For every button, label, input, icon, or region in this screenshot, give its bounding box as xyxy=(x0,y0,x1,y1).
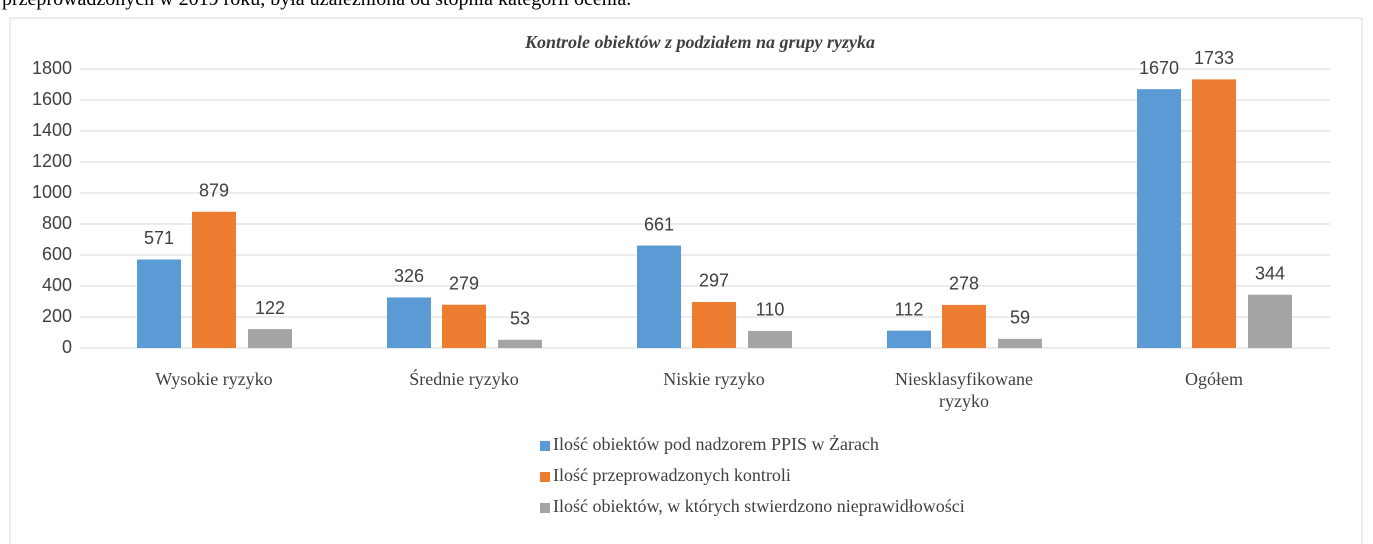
x-tick-label: Niskie ryzyko xyxy=(663,369,765,389)
header-text: przeprowadzonych w 2019 roku, była uzale… xyxy=(2,0,631,11)
y-tick-label: 1400 xyxy=(32,120,72,140)
bar xyxy=(887,330,931,348)
data-label: 278 xyxy=(949,274,979,294)
bar xyxy=(998,338,1042,348)
bar xyxy=(1248,294,1292,348)
data-label: 571 xyxy=(144,228,174,248)
chart-title: Kontrole obiektów z podziałem na grupy r… xyxy=(524,32,875,52)
data-label: 1670 xyxy=(1139,58,1179,78)
data-label: 112 xyxy=(895,299,924,319)
legend-swatch xyxy=(540,503,550,513)
x-tick-label: Średnie ryzyko xyxy=(409,369,519,389)
bar xyxy=(1137,89,1181,349)
bar xyxy=(498,339,542,348)
y-tick-label: 400 xyxy=(42,275,72,295)
legend-label: Ilość przeprowadzonych kontroli xyxy=(553,465,791,485)
bar xyxy=(1192,79,1236,348)
data-label: 879 xyxy=(199,181,229,201)
bar xyxy=(748,330,792,348)
y-tick-label: 200 xyxy=(42,306,72,326)
x-tick-label: Niesklasyfikowane ryzyko xyxy=(895,369,1033,411)
bar xyxy=(692,301,736,348)
y-tick-label: 600 xyxy=(42,244,72,264)
data-label: 344 xyxy=(1255,263,1285,283)
data-label: 661 xyxy=(644,214,674,234)
bar xyxy=(387,297,431,348)
data-label: 1733 xyxy=(1194,48,1234,68)
data-label: 110 xyxy=(756,300,785,320)
y-tick-label: 800 xyxy=(42,213,72,233)
bar xyxy=(637,245,681,348)
y-tick-label: 1800 xyxy=(32,58,72,78)
data-label: 122 xyxy=(255,298,285,318)
bar xyxy=(192,211,236,348)
x-tick-label: Ogółem xyxy=(1185,369,1243,389)
data-label: 297 xyxy=(699,271,729,291)
bar xyxy=(137,259,181,348)
y-tick-label: 0 xyxy=(62,337,72,357)
data-label: 53 xyxy=(510,309,530,329)
legend-label: Ilość obiektów, w których stwierdzono ni… xyxy=(553,496,965,516)
bar xyxy=(942,304,986,348)
y-tick-label: 1600 xyxy=(32,89,72,109)
legend-swatch xyxy=(540,472,550,482)
x-tick-label: Wysokie ryzyko xyxy=(155,369,273,389)
legend-swatch xyxy=(540,441,550,451)
legend-label: Ilość obiektów pod nadzorem PPIS w Żarac… xyxy=(553,434,879,454)
y-tick-label: 1000 xyxy=(32,182,72,202)
chart-frame xyxy=(9,17,1363,544)
data-label: 326 xyxy=(394,266,424,286)
data-label: 279 xyxy=(449,274,479,294)
y-tick-label: 1200 xyxy=(32,151,72,171)
bar xyxy=(442,304,486,348)
bar xyxy=(248,329,292,348)
data-label: 59 xyxy=(1010,308,1030,328)
